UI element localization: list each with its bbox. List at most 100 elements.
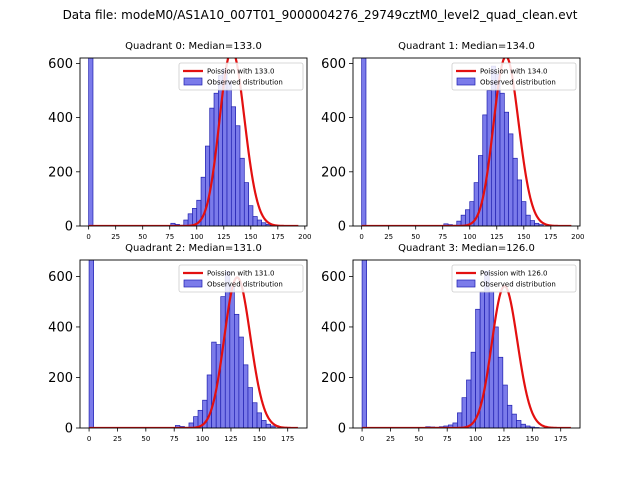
plot-area <box>361 260 571 428</box>
legend-curve-label: Poission with 134.0 <box>480 68 548 76</box>
legend-box <box>178 62 304 91</box>
poisson-curve <box>362 285 571 428</box>
legend: Poission with 134.0 Observed distribution <box>451 62 577 91</box>
plot-area <box>361 58 572 226</box>
legend-curve-label: Poission with 131.0 <box>207 270 275 278</box>
x-tick-label: 175 <box>554 435 567 443</box>
x-tick-label: 25 <box>113 435 122 443</box>
hist-bar <box>205 145 211 226</box>
legend-hist-swatch <box>456 77 476 86</box>
hist-bar <box>239 157 245 226</box>
x-tick-label: 150 <box>244 233 257 241</box>
quadrant-1-panel: 0 200 400 600 0 25 50 75 100 125 150 175 200 Quadrant… <box>321 41 584 241</box>
hist-bar <box>265 423 272 428</box>
hist-bar <box>248 205 254 226</box>
hist-bar <box>252 402 258 428</box>
y-tick-label: 0 <box>338 220 346 235</box>
legend-hist-swatch <box>456 279 476 288</box>
hist-bar <box>497 356 504 428</box>
legend-hist-swatch <box>183 77 203 86</box>
hist-bar <box>238 336 244 428</box>
hist-bar <box>503 111 510 226</box>
hist-bar <box>470 351 476 428</box>
x-tick-label: 75 <box>165 233 174 241</box>
x-tick-label: 125 <box>490 233 503 241</box>
y-tick-label: 600 <box>48 270 73 285</box>
hist-bar <box>521 201 527 226</box>
y-tick-label: 0 <box>65 422 73 437</box>
hist-bar <box>261 222 267 226</box>
y-tick-label: 0 <box>338 422 346 437</box>
x-tick-label: 100 <box>190 233 203 241</box>
hist-bar <box>461 397 467 428</box>
poisson-curve <box>89 276 298 428</box>
hist-bar <box>529 220 535 226</box>
y-tick-label: 0 <box>65 220 73 235</box>
y-tick-label: 400 <box>48 320 73 335</box>
axes-frame <box>352 57 581 227</box>
legend-curve-label: Poission with 126.0 <box>480 270 548 278</box>
x-tick-label: 150 <box>253 435 266 443</box>
x-tick-label: 25 <box>386 435 395 443</box>
panel-title: Quadrant 0: Median=133.0 <box>125 41 262 52</box>
hist-bar <box>482 114 488 226</box>
legend: Poission with 126.0 Observed distribution <box>451 264 577 293</box>
hist-bar <box>230 106 237 226</box>
x-tick-label: 100 <box>469 435 482 443</box>
legend: Poission with 133.0 Observed distribution <box>178 62 304 91</box>
x-tick-label: 0 <box>359 233 363 241</box>
hist-bar <box>484 271 490 428</box>
legend-box <box>178 264 304 293</box>
hist-bar <box>511 413 517 428</box>
legend-box <box>451 62 577 91</box>
axes-frame <box>79 259 308 429</box>
hist-bar <box>211 341 217 428</box>
quadrant-3-panel: 0 200 400 600 0 25 50 75 100 125 150 175 Quadrant 3:… <box>321 243 581 443</box>
hist-bar <box>478 155 484 226</box>
hist-bar <box>460 214 466 226</box>
x-tick-label: 150 <box>526 435 539 443</box>
x-tick-label: 25 <box>111 233 120 241</box>
hist-bar <box>525 214 531 226</box>
y-tick-label: 200 <box>321 371 346 386</box>
legend-curve-label: Poission with 133.0 <box>207 68 275 76</box>
legend-hist-label: Observed distribution <box>207 79 283 87</box>
legend-hist-swatch <box>183 279 203 288</box>
hist-bar <box>499 92 505 226</box>
y-tick-label: 200 <box>321 165 346 180</box>
legend-box <box>451 264 577 293</box>
hist-bar <box>243 364 249 428</box>
panel-title: Quadrant 3: Median=126.0 <box>398 243 535 254</box>
legend-hist-label: Observed distribution <box>207 281 283 289</box>
hist-bar <box>457 412 463 428</box>
x-tick-label: 125 <box>224 435 237 443</box>
axes-frame <box>352 259 581 429</box>
hist-bar <box>508 133 514 226</box>
y-tick-label: 400 <box>321 320 346 335</box>
hist-bar <box>256 219 262 226</box>
hist-bar <box>516 179 522 226</box>
poisson-curve <box>361 58 572 226</box>
x-tick-label: 125 <box>217 233 230 241</box>
hist-bar-zero <box>88 58 94 226</box>
legend-hist-label: Observed distribution <box>480 281 556 289</box>
hist-bar <box>243 182 249 226</box>
x-tick-label: 175 <box>271 233 284 241</box>
hist-bar <box>252 216 258 226</box>
y-tick-label: 400 <box>321 111 346 126</box>
hist-bar <box>235 125 241 226</box>
hist-bar-zero <box>88 260 94 428</box>
legend-hist-label: Observed distribution <box>480 79 556 87</box>
hist-bar <box>466 379 472 428</box>
y-tick-label: 600 <box>321 270 346 285</box>
y-tick-label: 600 <box>48 57 73 72</box>
legend: Poission with 131.0 Observed distribution <box>178 264 304 293</box>
x-tick-label: 0 <box>87 435 91 443</box>
x-tick-label: 50 <box>411 233 420 241</box>
hist-bar <box>261 420 267 428</box>
hist-bar <box>256 412 262 428</box>
axes-frame <box>79 57 308 227</box>
hist-bar <box>224 271 231 428</box>
x-tick-label: 200 <box>298 233 311 241</box>
